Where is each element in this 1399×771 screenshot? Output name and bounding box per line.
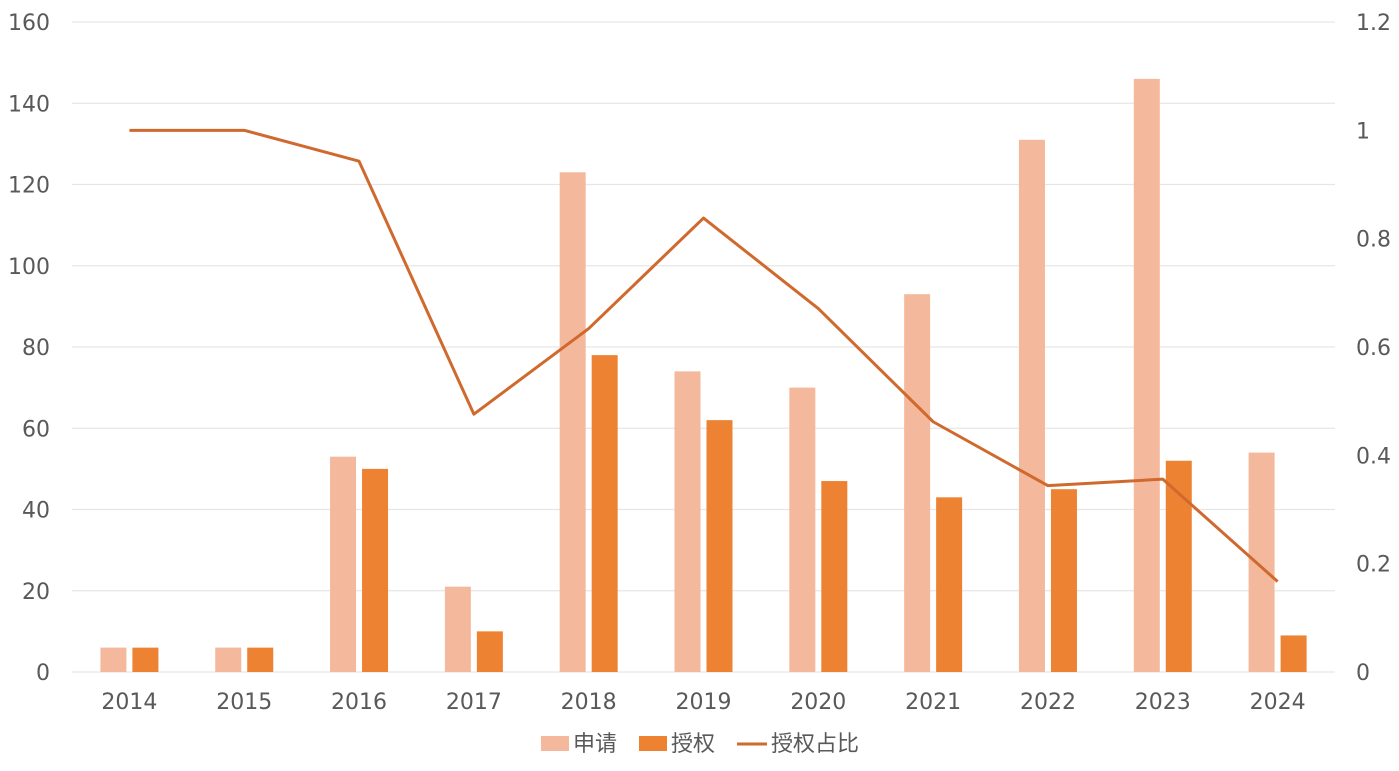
right-tick-label: 1.2 [1356, 11, 1391, 36]
bar-grant-2017 [476, 631, 503, 672]
x-tick-label: 2020 [790, 690, 846, 715]
bar-grant-2023 [1165, 460, 1192, 672]
bar-apply-2015 [215, 647, 242, 672]
left-tick-label: 80 [22, 336, 50, 361]
left-tick-label: 160 [8, 11, 50, 36]
bar-grant-2021 [936, 497, 963, 672]
bar-apply-2021 [904, 294, 931, 672]
ratio-line-series [129, 128, 1279, 583]
left-tick-label: 100 [8, 255, 50, 280]
left-tick-label: 40 [22, 499, 50, 524]
bar-apply-2020 [789, 387, 816, 672]
x-axis: 2014 2015 2016 2017 2018 2019 2020 2021 2022 2023… [101, 690, 1305, 715]
bars [100, 78, 1307, 672]
right-tick-label: 1 [1356, 119, 1370, 144]
legend-label-grant: 授权 [671, 732, 715, 757]
bar-apply-2019 [674, 371, 701, 672]
bar-apply-2016 [330, 456, 357, 672]
x-tick-label: 2022 [1020, 690, 1076, 715]
x-tick-label: 2017 [446, 690, 502, 715]
bar-apply-2022 [1018, 139, 1045, 672]
bar-grant-2015 [247, 647, 274, 672]
x-tick-label: 2015 [216, 690, 272, 715]
left-tick-label: 120 [8, 174, 50, 199]
x-tick-label: 2021 [905, 690, 961, 715]
right-tick-label: 0.2 [1356, 553, 1391, 578]
bar-apply-2017 [444, 586, 471, 672]
left-y-axis: 0 20 40 60 80 100 120 140 160 [8, 11, 50, 686]
right-tick-label: 0.6 [1356, 336, 1391, 361]
bar-grant-2016 [362, 468, 389, 672]
x-tick-label: 2018 [561, 690, 617, 715]
x-tick-label: 2016 [331, 690, 387, 715]
bar-apply-2023 [1133, 78, 1160, 672]
legend-swatch-grant [639, 736, 667, 751]
ratio-line [129, 128, 1279, 583]
bar-grant-2014 [132, 647, 159, 672]
right-tick-label: 0.8 [1356, 228, 1391, 253]
left-tick-label: 60 [22, 417, 50, 442]
legend-label-ratio: 授权占比 [771, 732, 859, 757]
gridlines [72, 21, 1335, 673]
x-tick-label: 2023 [1135, 690, 1191, 715]
left-tick-label: 140 [8, 92, 50, 117]
legend: 申请 授权 授权占比 [541, 732, 859, 757]
bar-grant-2022 [1050, 489, 1077, 672]
bar-grant-2024 [1280, 635, 1307, 672]
bar-apply-2018 [559, 172, 586, 672]
left-tick-label: 20 [22, 580, 50, 605]
legend-swatch-apply [541, 736, 569, 751]
bar-grant-2018 [591, 355, 618, 672]
x-tick-label: 2024 [1250, 690, 1306, 715]
right-tick-label: 0 [1356, 661, 1370, 686]
bar-grant-2019 [706, 420, 733, 672]
bar-apply-2014 [100, 647, 127, 672]
right-tick-label: 0.4 [1356, 444, 1391, 469]
x-tick-label: 2019 [676, 690, 732, 715]
bar-apply-2024 [1248, 452, 1275, 672]
bar-grant-2020 [821, 481, 848, 672]
right-y-axis: 0 0.2 0.4 0.6 0.8 1 1.2 [1356, 11, 1391, 686]
legend-label-apply: 申请 [573, 732, 617, 757]
left-tick-label: 0 [36, 661, 50, 686]
x-tick-label: 2014 [101, 690, 157, 715]
